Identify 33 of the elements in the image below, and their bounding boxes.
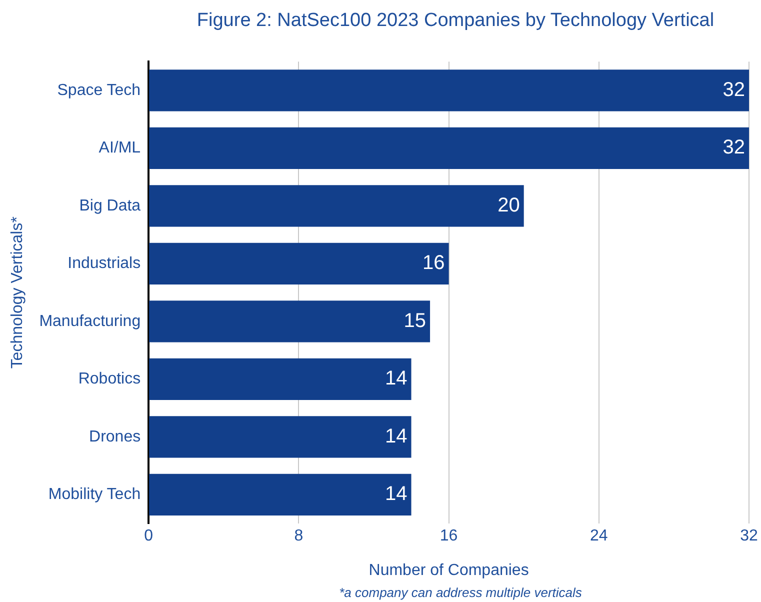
bar xyxy=(149,127,749,170)
bar xyxy=(149,300,430,342)
x-tick-label: 0 xyxy=(144,528,154,545)
bar xyxy=(149,70,749,112)
text: *a company can address multiple verticals xyxy=(338,585,583,600)
y-tick-label: Industrials xyxy=(68,255,141,272)
y-tick-label: Robotics xyxy=(78,370,141,388)
x-tick-label: 8 xyxy=(294,528,304,545)
x-tick-label: 24 xyxy=(590,528,608,545)
data-label: 14 xyxy=(385,368,408,390)
x-axis-title: Number of Companies xyxy=(368,562,529,579)
chart-title: Figure 2: NatSec100 2023 Companies by Technology Vertical xyxy=(196,10,716,32)
y-tick-label: Big Data xyxy=(79,197,141,214)
y-tick-label: Drones xyxy=(89,428,141,446)
x-tick-label: 16 xyxy=(440,528,458,545)
data-label: 14 xyxy=(385,425,408,448)
bar xyxy=(149,185,524,227)
bar xyxy=(149,358,412,400)
data-label: 32 xyxy=(722,136,745,159)
data-label: 20 xyxy=(498,194,520,216)
y-axis-title: Technology Verticals* xyxy=(9,216,26,369)
bar xyxy=(149,474,412,516)
bar xyxy=(149,416,412,458)
y-tick-label: Mobility Tech xyxy=(48,486,141,504)
data-label: 16 xyxy=(422,252,445,274)
x-tick-label: 32 xyxy=(740,528,758,545)
y-tick-label: Space Tech xyxy=(57,82,141,99)
bar xyxy=(149,242,449,285)
y-tick-label: AI/ML xyxy=(98,140,141,157)
data-label: 32 xyxy=(722,78,745,101)
data-label: 14 xyxy=(385,483,408,506)
y-tick-label: Manufacturing xyxy=(39,312,141,330)
data-label: 15 xyxy=(404,310,426,332)
